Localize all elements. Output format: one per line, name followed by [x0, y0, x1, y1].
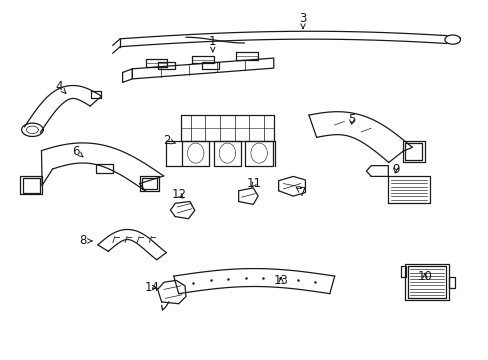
- Text: 1: 1: [209, 35, 216, 52]
- Text: 9: 9: [391, 163, 399, 176]
- Text: 3: 3: [299, 12, 306, 28]
- Text: 14: 14: [144, 281, 159, 294]
- Text: 5: 5: [347, 113, 355, 126]
- Text: 13: 13: [273, 274, 288, 287]
- Text: 7: 7: [296, 186, 306, 199]
- Text: 6: 6: [72, 145, 83, 158]
- Text: 2: 2: [163, 134, 175, 147]
- Text: 4: 4: [55, 80, 66, 93]
- Text: 8: 8: [79, 234, 92, 247]
- Text: 12: 12: [171, 188, 186, 201]
- Text: 11: 11: [246, 177, 261, 190]
- Text: 10: 10: [417, 270, 431, 283]
